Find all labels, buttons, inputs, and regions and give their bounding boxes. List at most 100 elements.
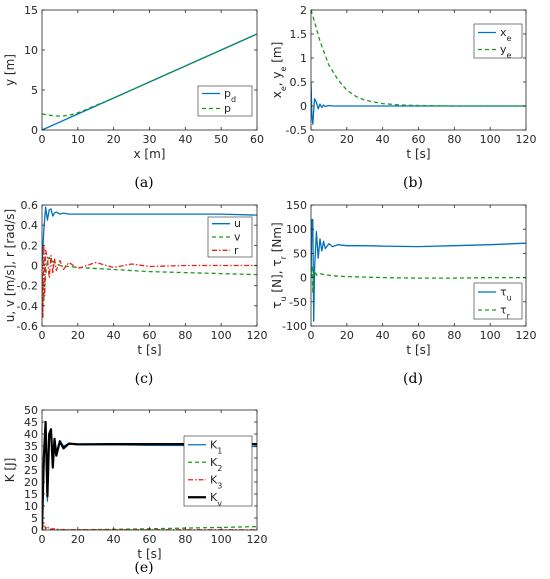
y-tick-label: 0.5: [290, 76, 308, 89]
y-tick-label: 40: [24, 428, 38, 441]
y-axis-label: y [m]: [3, 54, 17, 86]
y-tick-label: 0: [31, 260, 38, 273]
x-tick-label: 0: [39, 533, 46, 546]
x-tick-label: 80: [178, 533, 192, 546]
y-tick-label: 25: [24, 464, 38, 477]
legend-label: u: [234, 217, 241, 230]
x-tick-label: 60: [412, 329, 426, 342]
series-line-r: [42, 244, 257, 319]
x-tick-label: 100: [211, 329, 232, 342]
series-line-v: [42, 256, 257, 302]
series-line-p: [42, 33, 257, 117]
y-tick-label: 0: [300, 272, 307, 285]
x-tick-label: 100: [480, 329, 501, 342]
x-axis-label: t [s]: [406, 147, 430, 161]
legend-label: xe: [500, 26, 512, 43]
y-tick-label: 1: [300, 52, 307, 65]
y-tick-label: -0.4: [17, 300, 38, 313]
x-tick-label: 60: [412, 133, 426, 146]
series-line-x-e: [311, 81, 526, 125]
y-tick-label: -100: [282, 320, 307, 333]
y-tick-label: 0.2: [21, 239, 39, 252]
y-tick-label: 15: [24, 4, 38, 17]
y-tick-label: 10: [24, 44, 38, 57]
x-tick-label: 0: [308, 329, 315, 342]
legend: pdp: [197, 85, 253, 117]
x-tick-label: 40: [376, 133, 390, 146]
x-tick-label: 0: [39, 329, 46, 342]
x-tick-label: 80: [447, 329, 461, 342]
y-tick-label: -50: [289, 296, 307, 309]
series-line-k-v: [42, 420, 257, 530]
chart-panel-3: 0 20 40 60 80 100 120 -0.6 -0.4 -0.2 0 0.2 0.4 0.6 t […: [3, 199, 268, 387]
x-tick-label: 20: [71, 533, 85, 546]
legend-box: [197, 85, 253, 117]
x-tick-label: 60: [250, 133, 264, 146]
x-tick-label: 120: [516, 133, 537, 146]
series-line-y-e: [311, 10, 526, 107]
legend-box: [473, 282, 523, 320]
subfigure-caption: (b): [403, 175, 423, 191]
legend-label: r: [234, 244, 239, 257]
legend-label: Kv: [210, 491, 222, 508]
legend-label: τr: [500, 304, 511, 321]
x-tick-label: 20: [340, 133, 354, 146]
plot-area: [42, 206, 257, 319]
y-tick-label: 0: [31, 524, 38, 537]
legend-label: K2: [210, 456, 222, 473]
subfigure-caption: (c): [135, 371, 154, 387]
x-tick-label: 80: [178, 329, 192, 342]
chart-panel-4: 0 20 40 60 80 100 120 -100 -50 0 50 100 150 t [s] τu […: [270, 199, 537, 387]
x-axis-label: t [s]: [137, 343, 161, 357]
chart-panel-1: 0 10 20 30 40 50 60 0 5 10 15 x [m] y [m] pdp (a): [3, 4, 264, 191]
x-tick-label: 20: [340, 329, 354, 342]
subfigure-caption: (e): [134, 560, 153, 576]
x-tick-label: 0: [308, 133, 315, 146]
chart-panel-2: 0 20 40 60 80 100 120-0.500.511.52t [s]xe, ye …: [270, 4, 537, 191]
series-line--u: [311, 218, 526, 322]
x-tick-label: 40: [178, 133, 192, 146]
legend-label: p: [224, 102, 231, 115]
legend-label: K1: [210, 438, 222, 455]
y-tick-label: 5: [31, 84, 38, 97]
y-axis-label: τu [N], τr [Nm]: [270, 222, 288, 308]
plot-area: [311, 10, 526, 125]
y-tick-label: 5: [31, 512, 38, 525]
legend-label: v: [234, 231, 241, 244]
legend-box: [183, 435, 253, 507]
subfigure-caption: (d): [403, 371, 423, 387]
y-tick-label: 0: [31, 124, 38, 137]
x-tick-label: 40: [107, 533, 121, 546]
x-tick-label: 0: [39, 133, 46, 146]
y-axis-label: u, v [m/s], r [rad/s]: [3, 209, 17, 322]
x-tick-label: 120: [247, 533, 268, 546]
series-line--r: [311, 264, 526, 293]
x-tick-label: 120: [516, 329, 537, 342]
legend-label: ye: [500, 43, 512, 60]
y-tick-label: -0.5: [286, 124, 307, 137]
y-axis-label: K [J]: [3, 458, 17, 483]
y-tick-label: 1.5: [290, 28, 308, 41]
legend-box: [473, 23, 523, 59]
x-tick-label: 50: [214, 133, 228, 146]
y-tick-label: 0.4: [21, 219, 39, 232]
x-tick-label: 20: [107, 133, 121, 146]
y-axis-label: xe, ye [m]: [270, 42, 288, 99]
y-tick-label: 10: [24, 500, 38, 513]
plot-area: [42, 33, 257, 130]
x-tick-label: 100: [211, 533, 232, 546]
y-tick-label: 0: [300, 100, 307, 113]
y-tick-label: 2: [300, 4, 307, 17]
y-tick-label: -0.2: [17, 280, 38, 293]
x-tick-label: 40: [107, 329, 121, 342]
x-tick-label: 10: [71, 133, 85, 146]
x-axis-label: x [m]: [134, 147, 166, 161]
x-tick-label: 100: [480, 133, 501, 146]
x-axis-label: t [s]: [137, 547, 161, 561]
x-tick-label: 120: [247, 329, 268, 342]
legend-label: K3: [210, 473, 222, 490]
